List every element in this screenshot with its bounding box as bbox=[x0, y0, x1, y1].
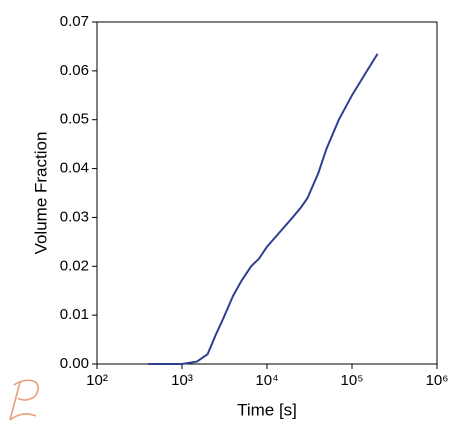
x-tick-label: 10² bbox=[86, 372, 108, 389]
y-tick-label: 0.01 bbox=[60, 306, 89, 323]
y-tick-label: 0.00 bbox=[60, 355, 89, 372]
x-axis-label: Time [s] bbox=[237, 400, 297, 419]
y-tick-label: 0.04 bbox=[60, 160, 89, 177]
y-tick-label: 0.02 bbox=[60, 257, 89, 274]
x-tick-label: 10⁶ bbox=[426, 372, 449, 389]
y-tick-label: 0.03 bbox=[60, 208, 89, 225]
y-tick-label: 0.07 bbox=[60, 13, 89, 30]
plot-frame bbox=[96, 21, 438, 365]
x-tick-label: 10⁴ bbox=[255, 372, 278, 389]
x-tick-label: 10⁵ bbox=[341, 372, 364, 389]
logo bbox=[9, 379, 39, 421]
y-tick-label: 0.06 bbox=[60, 62, 89, 79]
y-axis-label: Volume Fraction bbox=[31, 132, 50, 255]
x-tick-label: 10³ bbox=[171, 372, 193, 389]
y-tick-label: 0.05 bbox=[60, 111, 89, 128]
data-line bbox=[148, 53, 379, 365]
